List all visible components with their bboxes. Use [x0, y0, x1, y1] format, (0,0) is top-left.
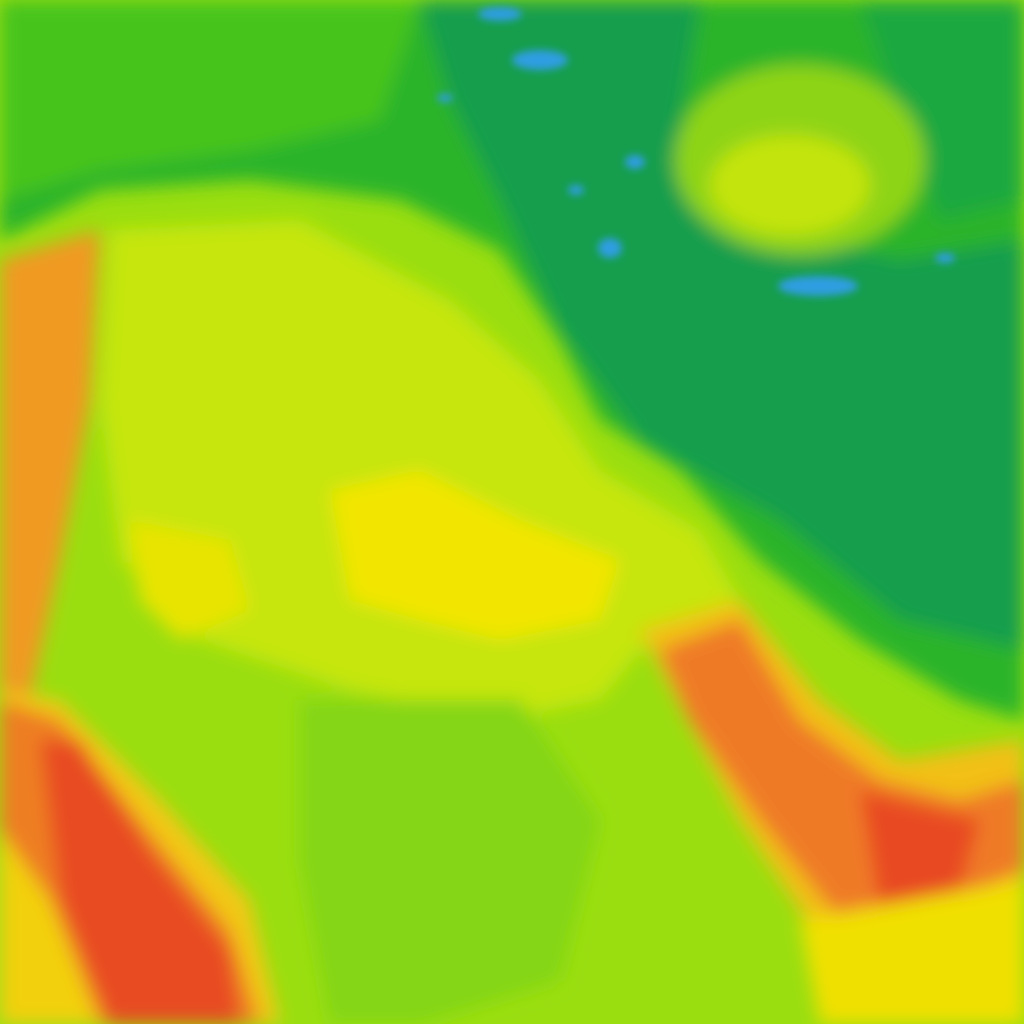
- cold-region: [420, 0, 1024, 650]
- red-sea-core: [40, 740, 240, 1024]
- plateau-core: [710, 135, 870, 235]
- cold-spot: [625, 155, 645, 169]
- cold-spot: [512, 50, 568, 70]
- mild-region: [0, 0, 420, 200]
- cold-spot: [568, 185, 584, 195]
- cold-spots: [437, 7, 955, 296]
- hot-region: [330, 470, 620, 640]
- coast-se: [800, 880, 1024, 1024]
- cold-spot: [478, 7, 522, 21]
- hot-region-w: [130, 520, 250, 640]
- mild-south: [300, 700, 600, 1024]
- cold-spot: [778, 276, 858, 296]
- cold-spot: [598, 238, 622, 258]
- gulf-core: [860, 790, 980, 910]
- coast-far-sw: [0, 830, 100, 1024]
- cold-spot: [437, 94, 453, 102]
- cold-spot: [935, 253, 955, 263]
- cold-region-ne: [860, 0, 1024, 220]
- west-hot: [0, 230, 100, 720]
